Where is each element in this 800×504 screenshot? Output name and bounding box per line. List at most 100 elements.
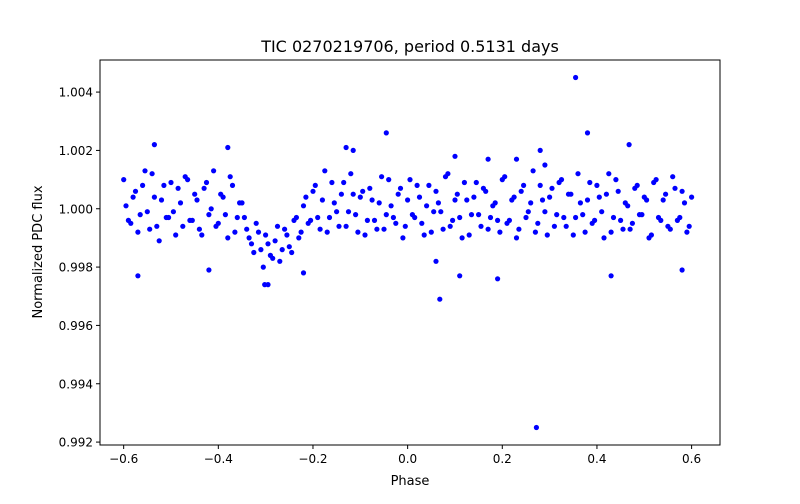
x-tick-label: 0.0 xyxy=(398,452,417,466)
data-point xyxy=(580,212,586,218)
data-point xyxy=(362,232,368,238)
data-point xyxy=(388,203,394,209)
data-point xyxy=(395,191,401,197)
data-point xyxy=(502,174,508,180)
data-point xyxy=(203,179,210,186)
data-point xyxy=(151,142,157,148)
data-point xyxy=(478,223,484,229)
data-point xyxy=(227,174,233,180)
data-point xyxy=(457,273,463,279)
data-point xyxy=(229,182,236,188)
data-point xyxy=(135,229,141,235)
data-point xyxy=(594,182,600,188)
data-point xyxy=(544,232,550,238)
data-point xyxy=(151,194,157,200)
data-point xyxy=(170,209,176,215)
data-point xyxy=(667,226,673,232)
data-points xyxy=(121,74,695,431)
data-point xyxy=(537,182,543,188)
data-point xyxy=(132,188,139,194)
data-point xyxy=(573,214,579,221)
data-point xyxy=(211,168,217,174)
data-point xyxy=(286,244,292,250)
data-point xyxy=(483,188,489,194)
data-point xyxy=(213,223,219,229)
data-point xyxy=(608,229,614,235)
data-point xyxy=(613,177,619,183)
data-point xyxy=(192,191,198,197)
data-point xyxy=(296,235,302,241)
data-point xyxy=(175,185,181,191)
data-point xyxy=(471,194,477,200)
data-point xyxy=(260,264,266,270)
y-axis-label: Normalized PDC flux xyxy=(31,185,46,318)
data-point xyxy=(315,214,321,221)
data-point xyxy=(525,209,531,215)
data-point xyxy=(154,223,160,229)
data-point xyxy=(397,185,404,191)
data-point xyxy=(128,220,134,226)
data-point xyxy=(161,182,167,188)
data-point xyxy=(421,232,427,238)
data-point xyxy=(407,177,413,183)
data-point xyxy=(341,179,347,186)
data-point xyxy=(201,185,207,191)
data-point xyxy=(689,194,695,200)
data-point xyxy=(326,214,333,221)
data-point xyxy=(437,296,443,302)
data-point xyxy=(681,200,688,206)
data-point xyxy=(459,235,465,241)
data-point xyxy=(561,214,567,221)
data-point xyxy=(433,258,439,264)
data-point xyxy=(367,185,373,191)
data-point xyxy=(532,229,539,235)
y-tick-label: 1.000 xyxy=(59,202,93,216)
data-point xyxy=(300,203,307,209)
data-point xyxy=(199,232,205,238)
x-tick-label: 0.2 xyxy=(493,452,512,466)
data-point xyxy=(383,130,389,136)
data-point xyxy=(549,185,555,191)
data-point xyxy=(601,235,607,241)
data-point xyxy=(672,185,678,191)
data-point xyxy=(270,255,276,261)
data-point xyxy=(677,214,683,221)
data-point xyxy=(376,200,382,206)
data-point xyxy=(232,229,238,235)
data-point xyxy=(684,229,690,235)
data-point xyxy=(206,212,212,218)
data-point xyxy=(537,147,543,153)
data-point xyxy=(596,194,602,200)
x-tick-label: −0.6 xyxy=(109,452,138,466)
data-point xyxy=(615,188,621,194)
data-point xyxy=(251,249,257,256)
data-point xyxy=(518,188,524,194)
data-point xyxy=(464,197,470,203)
data-point xyxy=(416,194,423,200)
data-point xyxy=(277,258,283,264)
data-point xyxy=(308,217,314,223)
data-point xyxy=(253,220,259,226)
data-point xyxy=(587,179,593,186)
data-point xyxy=(653,177,659,183)
plot-frame xyxy=(99,59,721,446)
data-point xyxy=(282,226,288,232)
data-point xyxy=(343,223,349,229)
data-point xyxy=(686,223,692,229)
data-point xyxy=(485,156,491,162)
data-point xyxy=(424,203,430,209)
data-point xyxy=(551,223,558,229)
data-point xyxy=(237,200,243,206)
y-tick-label: 0.992 xyxy=(59,436,93,450)
data-point xyxy=(265,282,271,288)
data-point xyxy=(180,223,186,229)
data-point xyxy=(158,197,165,203)
data-point xyxy=(599,209,605,215)
data-point xyxy=(530,168,536,174)
data-point xyxy=(535,220,541,226)
data-point xyxy=(258,247,264,253)
data-point xyxy=(466,232,472,238)
data-point xyxy=(194,197,200,203)
data-point xyxy=(428,229,434,235)
y-tick-label: 1.004 xyxy=(59,86,93,100)
